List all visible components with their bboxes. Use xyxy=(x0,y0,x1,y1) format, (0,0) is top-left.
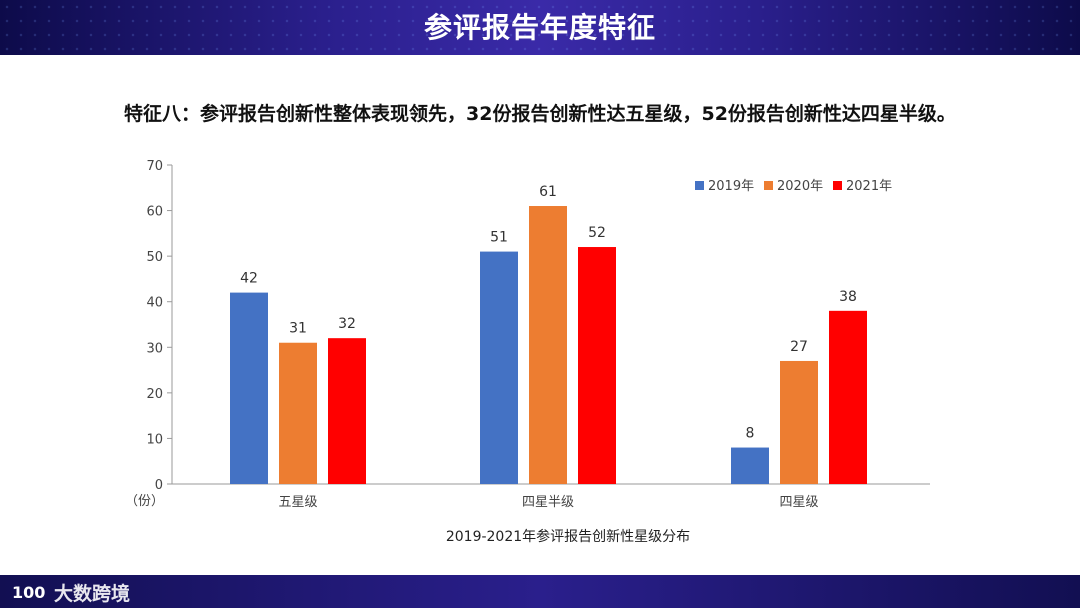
chart-title: 2019-2021年参评报告创新性星级分布 xyxy=(446,528,690,545)
y-tick-label: 10 xyxy=(146,432,163,447)
data-label: 52 xyxy=(588,225,606,241)
data-label: 8 xyxy=(746,426,755,442)
y-tick-label: 60 xyxy=(146,205,163,220)
data-label: 31 xyxy=(289,321,307,337)
legend-swatch xyxy=(764,181,773,190)
y-tick-label: 50 xyxy=(146,250,163,265)
bar xyxy=(328,338,366,484)
x-tick-label: 四星级 xyxy=(779,495,818,510)
bar xyxy=(480,251,518,484)
data-label: 42 xyxy=(240,271,258,287)
data-label: 32 xyxy=(338,316,356,332)
page-title: 参评报告年度特征 xyxy=(423,11,656,44)
logo: 100 大数跨境 xyxy=(10,579,130,605)
data-label: 61 xyxy=(539,184,557,200)
y-tick-label: 30 xyxy=(146,341,163,356)
bar xyxy=(279,342,317,484)
legend-label: 2021年 xyxy=(846,179,892,194)
data-label: 38 xyxy=(839,289,857,305)
bar xyxy=(578,247,616,484)
legend-swatch xyxy=(695,181,704,190)
y-tick-label: 40 xyxy=(146,296,163,311)
y-tick-label: 70 xyxy=(146,159,163,174)
y-axis-unit-label: （份） xyxy=(125,494,164,509)
legend-swatch xyxy=(833,181,842,190)
logo-mark-text: 100 xyxy=(12,583,45,602)
x-tick-label: 五星级 xyxy=(278,495,317,510)
y-tick-label: 20 xyxy=(146,387,163,402)
data-label: 51 xyxy=(490,230,508,246)
bar xyxy=(829,310,867,484)
footer-bar: 100 大数跨境 xyxy=(0,575,1080,608)
x-tick-label: 四星半级 xyxy=(522,495,574,510)
logo-mark-icon: 100 xyxy=(12,583,45,602)
bar xyxy=(731,447,769,484)
header-banner: 参评报告年度特征 xyxy=(0,0,1080,55)
logo-text: 大数跨境 xyxy=(54,582,131,605)
legend-label: 2019年 xyxy=(708,179,754,194)
y-tick-label: 0 xyxy=(155,478,163,493)
data-label: 27 xyxy=(790,339,808,355)
feature-subtitle: 特征八：参评报告创新性整体表现领先，32份报告创新性达五星级，52份报告创新性达… xyxy=(124,103,956,125)
bar xyxy=(529,206,567,484)
bar xyxy=(230,292,268,484)
bar-chart: 0 10 20 30 40 50 60 70 （份） 42 31 32 五星级 51 61 52 四星半级 8 27… xyxy=(125,159,930,545)
legend-label: 2020年 xyxy=(777,179,823,194)
content-panel: 特征八：参评报告创新性整体表现领先，32份报告创新性达五星级，52份报告创新性达… xyxy=(0,55,1080,575)
bar xyxy=(780,360,818,484)
